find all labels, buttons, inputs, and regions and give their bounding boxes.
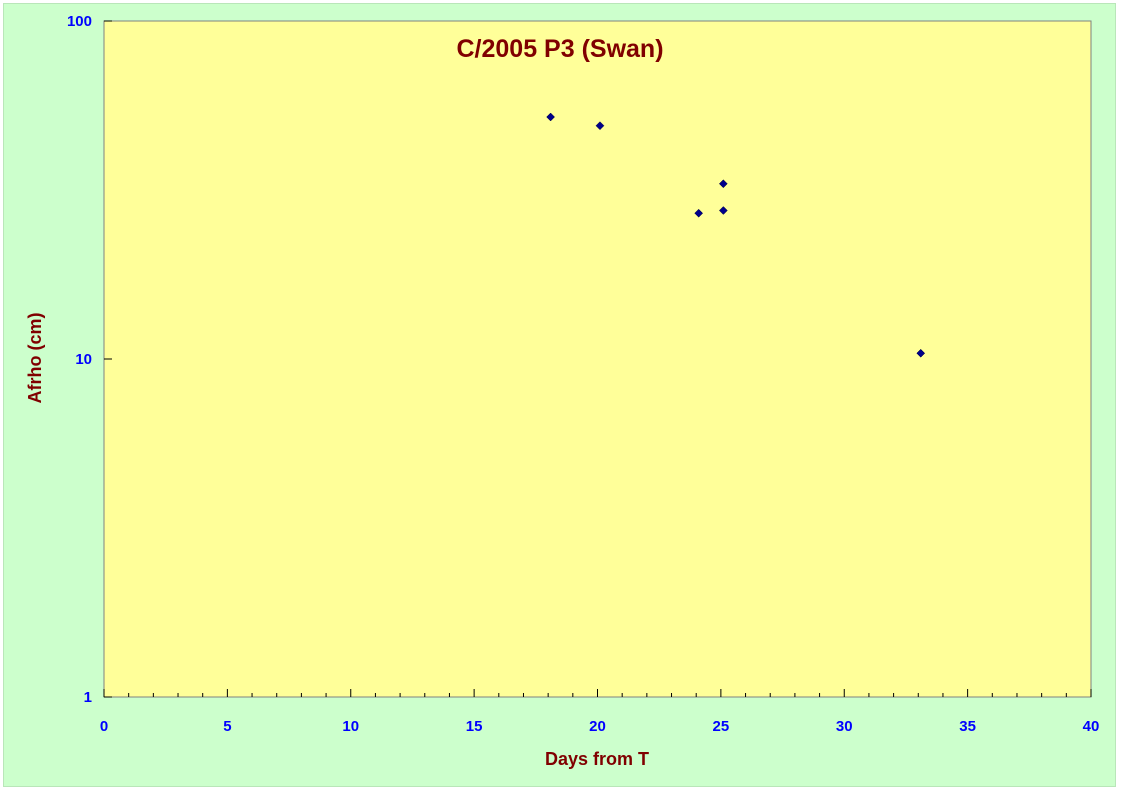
x-tick-label: 40 (1083, 718, 1100, 735)
x-tick-label: 10 (342, 718, 359, 735)
y-tick-label: 100 (67, 13, 92, 30)
data-point (718, 179, 728, 189)
plot-area (103, 20, 1092, 698)
data-point (718, 206, 728, 215)
chart-title: C/2005 P3 (Swan) (456, 35, 663, 63)
y-axis-title: Afrho (cm) (25, 313, 45, 404)
y-axis-ticks: 1 10 100 (67, 13, 112, 706)
data-point (916, 348, 926, 358)
data-point (546, 112, 555, 122)
x-tick-label: 5 (223, 718, 231, 735)
data-point (694, 208, 704, 218)
y-tick-label: 1 (84, 689, 92, 706)
x-tick-label: 30 (836, 718, 853, 735)
x-tick-label: 15 (466, 718, 483, 735)
x-axis-title: Days from T (545, 749, 649, 769)
x-tick-label: 35 (959, 718, 976, 735)
x-tick-label: 25 (713, 718, 730, 735)
x-axis-ticks: 0 5 10 15 20 25 30 35 40 (100, 689, 1100, 735)
x-tick-label: 20 (589, 718, 606, 735)
y-tick-label: 10 (75, 351, 92, 368)
data-point (595, 121, 605, 131)
x-tick-label: 0 (100, 718, 108, 735)
data-points (546, 112, 926, 358)
x-minor-ticks (128, 693, 1067, 697)
